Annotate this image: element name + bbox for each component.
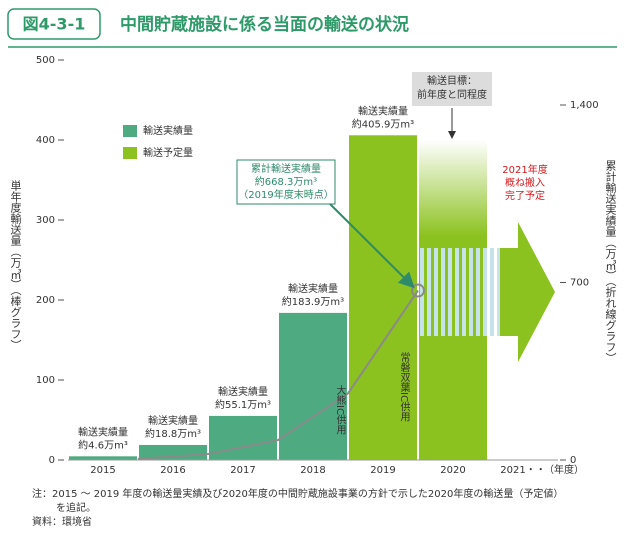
bar-value-label: 約183.9万m³ [282,295,344,308]
y-tick-label: 0 [49,455,55,466]
bar [69,456,137,460]
completion-text: 2021年度 [502,163,547,176]
bar-label-header: 輸送実績量 [288,282,338,295]
bar-label-header: 輸送実績量 [218,385,268,398]
cumulative-line [137,289,419,460]
okuma-ic-label: 大熊IC供用 [334,384,346,436]
arrow-stripe [441,248,445,336]
arrow-stripe [420,248,424,336]
x-tick-label: 2017 [230,465,255,476]
y-axis-label: 単年度輸送量（万㎥）（棒グラフ） [9,179,22,351]
legend-swatch [123,125,137,137]
completion-text: 概ね搬入 [505,176,545,189]
y2-axis-label: 累計輸送実績量（万㎥）（折れ線グラフ） [604,160,617,364]
bar-label-header: 輸送実績量 [358,104,408,117]
x-tick-label: 2015 [90,465,115,476]
bar-value-label: 約4.6万m³ [78,438,128,451]
chart-title: 中間貯蔵施設に係る当面の輸送の状況 [120,14,409,35]
source: 資料：環境省 [32,515,92,528]
target-text: 輸送目標： [427,74,477,87]
figure-label: 図4-3-1 [23,15,86,34]
arrow-stripe [469,248,473,336]
x-tick-label: 2021・・ [500,465,545,476]
y2-tick-label: 700 [570,278,589,289]
arrow-stripe [455,248,459,336]
arrow-stripe [490,248,494,336]
callout-arrow [329,203,415,289]
note: を追記。 [56,501,96,514]
completion-text: 完了予定 [505,189,545,202]
callout-text: 累計輸送実績量 [251,162,321,175]
bar-label-header: 輸送実績量 [148,414,198,427]
callout-text: 約668.3万m³ [255,175,317,188]
x-axis-label: （年度） [544,463,584,476]
cumulative-marker [411,283,425,298]
figure-label-box [7,8,101,40]
bar-value-label: 約18.8万m³ [145,427,201,440]
bar [209,415,277,460]
arrow-stripe [434,248,438,336]
x-tick-label: 2016 [160,465,185,476]
arrow-stripe [427,248,431,336]
y-tick-label: 400 [36,135,55,146]
bar-value-label: 約55.1万m³ [215,398,271,411]
bar [349,135,417,460]
y2-tick-label: 0 [570,455,576,466]
joban-ic-label: 常磐双葉IC供用 [398,351,410,423]
bar-value-label: 約405.9万m³ [352,117,414,130]
legend-label: 輸送実績量 [143,124,193,137]
target-box [412,72,492,106]
arrow-stripe [462,248,466,336]
target-text: 前年度と同程度 [417,88,487,101]
completion-arrow [500,222,555,362]
legend-label: 輸送予定量 [143,146,193,159]
arrow-stripe [476,248,480,336]
y-tick-label: 300 [36,215,55,226]
arrow-stripe [497,248,501,336]
x-tick-label: 2018 [300,465,325,476]
bar [279,312,347,460]
y-tick-label: 500 [36,55,55,66]
x-tick-label: 2019 [370,465,395,476]
arrow-stripe [448,248,452,336]
y-tick-label: 100 [36,375,55,386]
arrow-stripe [483,248,487,336]
legend-swatch [123,147,137,159]
y2-tick-label: 1,400 [570,100,599,111]
y-tick-label: 200 [36,295,55,306]
note: 注：2015 ～ 2019 年度の輸送量実績及び2020年度の中間貯蔵施設事業の… [32,487,563,500]
callout-text: （2019年度末時点） [238,188,333,201]
bar-label-header: 輸送実績量 [78,425,128,438]
x-tick-label: 2020 [440,465,465,476]
callout-box [236,159,336,205]
